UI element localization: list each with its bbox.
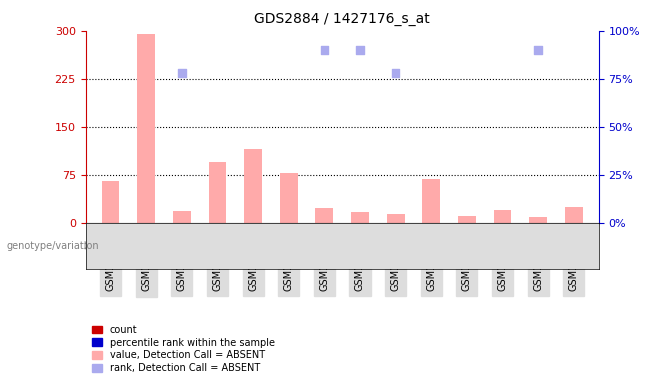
FancyBboxPatch shape bbox=[378, 232, 592, 260]
Point bbox=[497, 12, 508, 18]
Point bbox=[355, 47, 365, 53]
Bar bbox=[173, 211, 191, 223]
Bar bbox=[529, 217, 547, 223]
Bar bbox=[458, 216, 476, 223]
Title: GDS2884 / 1427176_s_at: GDS2884 / 1427176_s_at bbox=[254, 12, 430, 25]
Text: genotype/variation: genotype/variation bbox=[7, 241, 99, 251]
Bar bbox=[138, 34, 155, 223]
Text: wild type: wild type bbox=[210, 241, 261, 251]
Point bbox=[390, 70, 401, 76]
Legend: count, percentile rank within the sample, value, Detection Call = ABSENT, rank, : count, percentile rank within the sample… bbox=[90, 323, 277, 375]
Bar bbox=[101, 181, 119, 223]
Point bbox=[176, 70, 187, 76]
Bar bbox=[387, 214, 405, 223]
Point bbox=[319, 47, 330, 53]
Point bbox=[533, 47, 544, 53]
Bar bbox=[565, 207, 583, 223]
FancyBboxPatch shape bbox=[93, 232, 378, 260]
Bar bbox=[209, 162, 226, 223]
Text: EMD null: EMD null bbox=[460, 241, 509, 251]
Bar bbox=[244, 149, 262, 223]
Bar bbox=[494, 210, 511, 223]
Bar bbox=[351, 212, 369, 223]
Bar bbox=[315, 208, 333, 223]
Bar bbox=[280, 173, 297, 223]
Bar bbox=[422, 179, 440, 223]
